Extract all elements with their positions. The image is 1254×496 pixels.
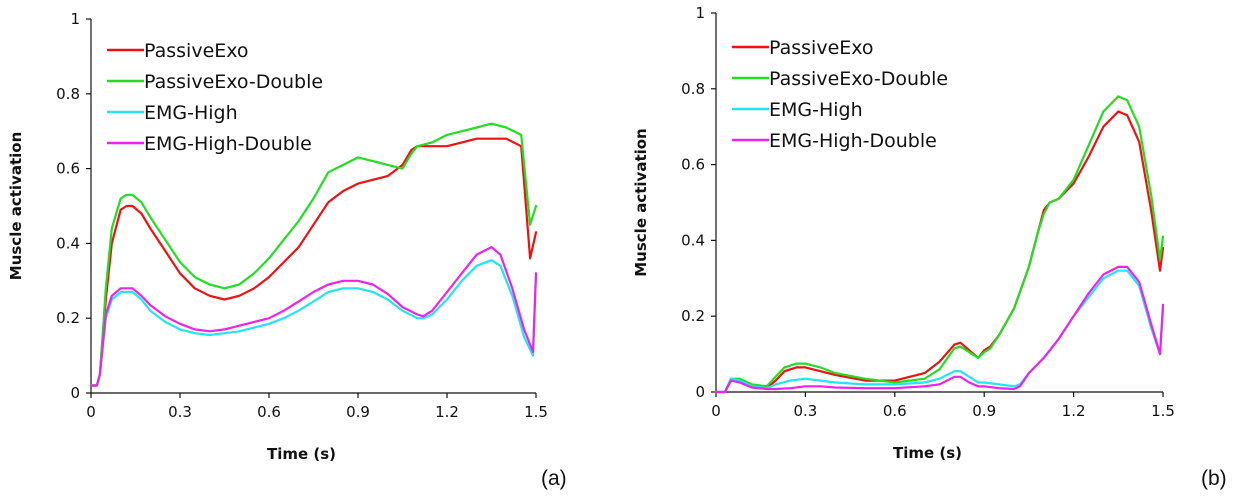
- legend-label: PassiveExo: [769, 37, 874, 59]
- x-tick-label: 0.3: [793, 402, 817, 420]
- series-line-emg-high-double: [89, 246, 538, 387]
- y-tick-label: 0.8: [56, 85, 80, 103]
- legend-label: PassiveExo: [144, 40, 249, 62]
- legend-label: EMG-High: [144, 102, 238, 124]
- x-tick-label: 1.2: [435, 403, 459, 421]
- legend-label: EMG-High: [769, 99, 863, 121]
- x-tick-label: 0.3: [168, 403, 192, 421]
- x-tick-label: 1.5: [1151, 402, 1175, 420]
- y-tick-label: 0.2: [681, 307, 705, 325]
- series-line-passiveexo: [89, 137, 538, 387]
- x-axis-label: Time (s): [267, 445, 336, 463]
- x-tick-label: 0.9: [346, 403, 370, 421]
- x-tick-label: 0.6: [257, 403, 281, 421]
- chart-panel-b: 0 0.3 0.6 0.9 1.2 1.5 0 0.2 0.4 0.6 0.8 1 Time (s) Mu…: [632, 4, 1227, 490]
- x-tick-label: 0: [711, 402, 721, 420]
- y-tick-label: 0: [70, 384, 80, 402]
- series-line-passiveexo-double: [714, 95, 1165, 394]
- chart-panel-a: 0 0.3 0.6 0.9 1.2 1.5 0 0.2 0.4 0.6 0.8 1 Time (s) Mu…: [7, 10, 567, 490]
- x-tick-label: 0.9: [972, 402, 996, 420]
- series-line-passiveexo-double: [89, 122, 538, 387]
- legend-label: PassiveExo-Double: [769, 68, 948, 90]
- series-line-emg-high: [714, 269, 1165, 394]
- y-axis-label: Muscle activation: [632, 128, 650, 276]
- x-tick-label: 1.2: [1062, 402, 1086, 420]
- y-tick-label: 0.4: [681, 231, 705, 249]
- legend-label: EMG-High-Double: [144, 133, 312, 155]
- series-line-passiveexo: [714, 110, 1165, 394]
- y-tick-label: 0.2: [56, 309, 80, 327]
- x-axis-label: Time (s): [893, 444, 962, 462]
- series-line-emg-high: [89, 259, 538, 387]
- y-tick-label: 0: [695, 383, 705, 401]
- y-tick-label: 0.6: [56, 160, 80, 178]
- panel-label: (a): [541, 467, 567, 490]
- y-tick-label: 1: [695, 4, 705, 22]
- y-tick-label: 1: [70, 10, 80, 28]
- x-tick-label: 1.5: [524, 403, 548, 421]
- y-axis-label: Muscle activation: [7, 132, 25, 280]
- x-tick-label: 0: [86, 403, 96, 421]
- panel-label: (b): [1201, 467, 1227, 490]
- legend-label: EMG-High-Double: [769, 130, 937, 152]
- y-tick-label: 0.6: [681, 156, 705, 174]
- y-tick-label: 0.4: [56, 234, 80, 252]
- x-tick-label: 0.6: [883, 402, 907, 420]
- series-line-emg-high-double: [714, 265, 1165, 394]
- y-tick-label: 0.8: [681, 80, 705, 98]
- legend-label: PassiveExo-Double: [144, 71, 323, 93]
